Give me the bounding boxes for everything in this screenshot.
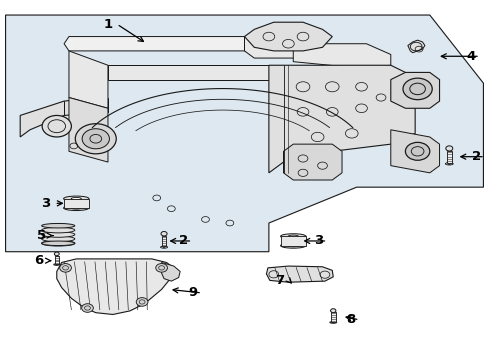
Ellipse shape <box>71 207 81 209</box>
Ellipse shape <box>41 241 75 246</box>
Ellipse shape <box>41 232 75 237</box>
Ellipse shape <box>445 163 452 165</box>
Circle shape <box>402 78 431 100</box>
Text: 9: 9 <box>188 287 198 300</box>
Polygon shape <box>407 40 424 53</box>
Ellipse shape <box>287 244 298 247</box>
Polygon shape <box>57 259 173 315</box>
Ellipse shape <box>63 196 89 201</box>
Bar <box>63 199 89 208</box>
Text: 5: 5 <box>37 229 46 242</box>
Polygon shape <box>5 15 483 252</box>
Polygon shape <box>390 72 439 108</box>
Circle shape <box>330 309 335 312</box>
Text: 4: 4 <box>466 50 475 63</box>
Polygon shape <box>283 144 341 180</box>
Ellipse shape <box>287 235 298 238</box>
Text: 2: 2 <box>179 234 188 247</box>
Ellipse shape <box>329 321 336 323</box>
Ellipse shape <box>41 228 75 233</box>
Ellipse shape <box>41 240 75 246</box>
Ellipse shape <box>63 206 89 211</box>
Polygon shape <box>390 130 439 173</box>
Polygon shape <box>20 98 108 137</box>
Polygon shape <box>266 266 332 282</box>
Text: 3: 3 <box>313 234 323 247</box>
Bar <box>55 256 59 264</box>
Circle shape <box>161 231 167 236</box>
Text: 2: 2 <box>470 150 480 163</box>
Ellipse shape <box>41 224 75 228</box>
Polygon shape <box>161 262 180 281</box>
Polygon shape <box>293 44 390 69</box>
Bar <box>330 312 335 321</box>
Polygon shape <box>268 65 414 173</box>
Polygon shape <box>69 98 108 162</box>
Circle shape <box>156 264 167 272</box>
Polygon shape <box>64 37 278 51</box>
Ellipse shape <box>54 264 60 265</box>
Ellipse shape <box>160 246 167 248</box>
Polygon shape <box>69 51 108 108</box>
Circle shape <box>54 252 59 256</box>
Circle shape <box>42 116 71 137</box>
Circle shape <box>445 146 452 151</box>
Circle shape <box>60 264 71 272</box>
Circle shape <box>81 304 93 312</box>
Text: 8: 8 <box>346 313 355 327</box>
Bar <box>162 236 166 246</box>
Text: 1: 1 <box>103 18 112 31</box>
Text: 6: 6 <box>34 254 43 267</box>
Text: 3: 3 <box>41 197 50 210</box>
Ellipse shape <box>280 234 305 239</box>
Ellipse shape <box>71 198 81 200</box>
Polygon shape <box>244 37 303 58</box>
Circle shape <box>75 124 116 154</box>
Bar <box>446 151 451 163</box>
Circle shape <box>136 298 148 306</box>
Circle shape <box>82 129 109 149</box>
Polygon shape <box>108 65 268 80</box>
Circle shape <box>405 142 429 160</box>
Ellipse shape <box>280 243 305 248</box>
Bar <box>280 236 305 246</box>
Ellipse shape <box>41 236 75 242</box>
Text: 7: 7 <box>275 274 284 287</box>
Polygon shape <box>244 22 331 51</box>
